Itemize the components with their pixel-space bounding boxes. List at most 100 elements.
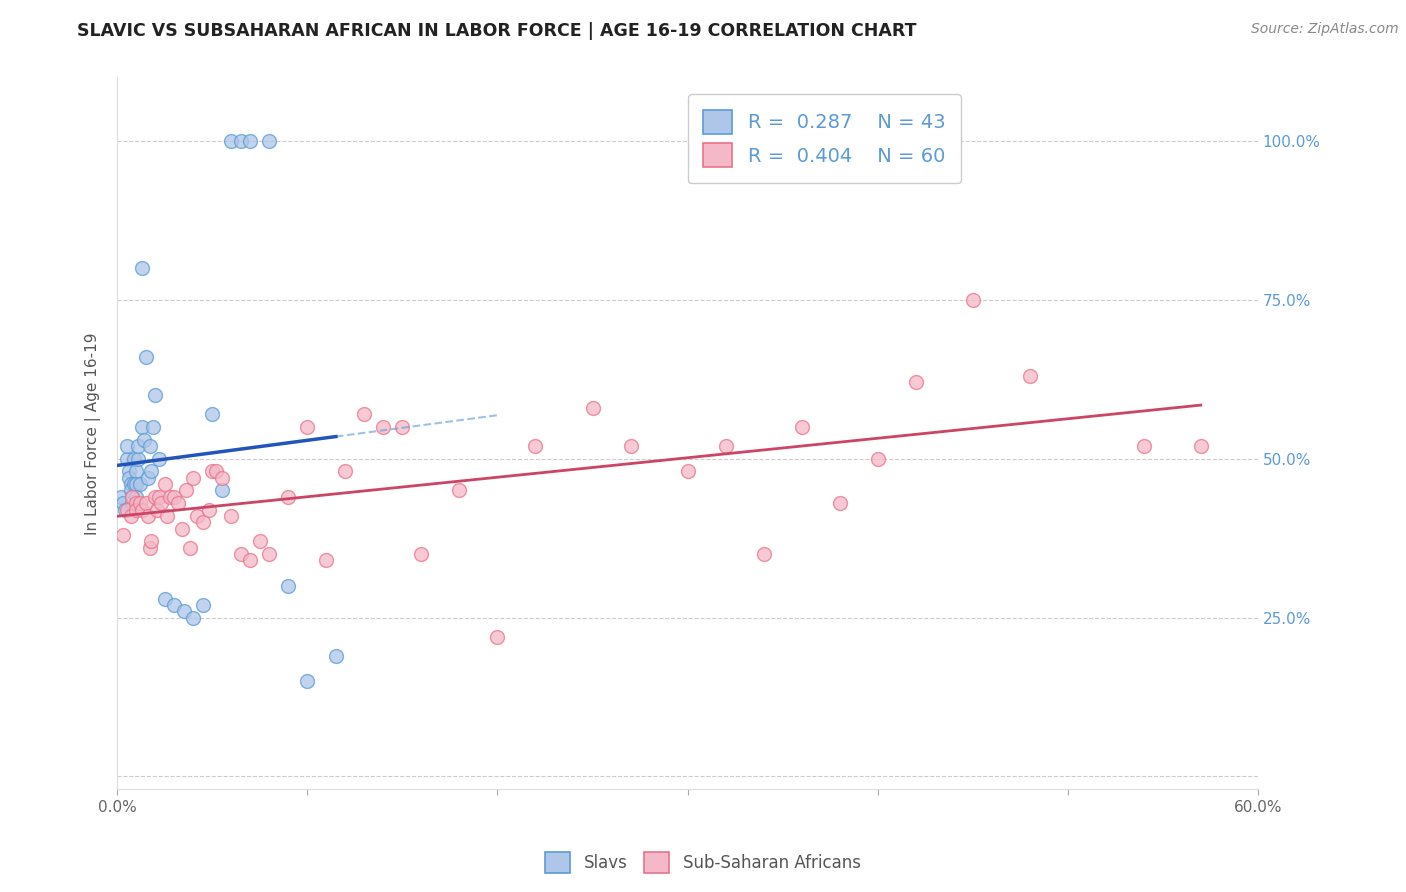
Point — [201, 464, 224, 478]
Point — [121, 490, 143, 504]
Point — [277, 490, 299, 504]
Point — [167, 496, 190, 510]
Point — [132, 433, 155, 447]
Point — [201, 407, 224, 421]
Point — [125, 477, 148, 491]
Point — [141, 464, 163, 478]
Point — [962, 293, 984, 307]
Point — [131, 502, 153, 516]
Point — [297, 674, 319, 689]
Point — [141, 534, 163, 549]
Point — [486, 630, 509, 644]
Point — [120, 477, 142, 491]
Point — [143, 490, 166, 504]
Point — [115, 451, 138, 466]
Point — [125, 496, 148, 510]
Point — [181, 471, 204, 485]
Point — [790, 420, 813, 434]
Point — [239, 134, 262, 148]
Point — [110, 490, 132, 504]
Point — [120, 508, 142, 523]
Point — [449, 483, 471, 498]
Point — [335, 464, 357, 478]
Point — [124, 477, 146, 491]
Point — [125, 490, 148, 504]
Point — [156, 508, 179, 523]
Point — [714, 439, 737, 453]
Point — [191, 515, 214, 529]
Point — [211, 483, 233, 498]
Point — [131, 261, 153, 276]
Point — [143, 388, 166, 402]
Point — [1189, 439, 1212, 453]
Point — [211, 471, 233, 485]
Point — [325, 648, 347, 663]
Point — [259, 547, 281, 561]
Point — [121, 496, 143, 510]
Point — [353, 407, 375, 421]
Point — [221, 134, 243, 148]
Text: Source: ZipAtlas.com: Source: ZipAtlas.com — [1251, 22, 1399, 37]
Point — [118, 464, 141, 478]
Point — [297, 420, 319, 434]
Point — [125, 464, 148, 478]
Point — [828, 496, 851, 510]
Point — [115, 439, 138, 453]
Point — [391, 420, 413, 434]
Point — [124, 451, 146, 466]
Y-axis label: In Labor Force | Age 16-19: In Labor Force | Age 16-19 — [86, 332, 101, 534]
Point — [904, 376, 927, 390]
Point — [138, 439, 160, 453]
Point — [221, 508, 243, 523]
Point — [1018, 369, 1040, 384]
Point — [619, 439, 641, 453]
Point — [120, 483, 142, 498]
Point — [315, 553, 337, 567]
Point — [129, 496, 152, 510]
Point — [181, 610, 204, 624]
Point — [179, 541, 201, 555]
Point — [115, 502, 138, 516]
Point — [173, 604, 195, 618]
Point — [135, 350, 157, 364]
Point — [277, 579, 299, 593]
Point — [142, 420, 165, 434]
Point — [159, 490, 181, 504]
Point — [229, 134, 252, 148]
Point — [129, 477, 152, 491]
Point — [259, 134, 281, 148]
Legend: Slavs, Sub-Saharan Africans: Slavs, Sub-Saharan Africans — [538, 846, 868, 880]
Point — [138, 541, 160, 555]
Point — [866, 451, 889, 466]
Point — [163, 490, 186, 504]
Point — [186, 508, 208, 523]
Point — [127, 451, 149, 466]
Point — [411, 547, 433, 561]
Point — [121, 490, 143, 504]
Point — [249, 534, 271, 549]
Legend: R =  0.287    N = 43, R =  0.404    N = 60: R = 0.287 N = 43, R = 0.404 N = 60 — [688, 95, 962, 183]
Point — [148, 490, 170, 504]
Point — [131, 420, 153, 434]
Point — [170, 522, 193, 536]
Point — [581, 401, 603, 415]
Point — [153, 477, 176, 491]
Text: SLAVIC VS SUBSAHARAN AFRICAN IN LABOR FORCE | AGE 16-19 CORRELATION CHART: SLAVIC VS SUBSAHARAN AFRICAN IN LABOR FO… — [77, 22, 917, 40]
Point — [136, 471, 159, 485]
Point — [197, 502, 219, 516]
Point — [135, 496, 157, 510]
Point — [118, 471, 141, 485]
Point — [127, 439, 149, 453]
Point — [111, 496, 134, 510]
Point — [150, 496, 173, 510]
Point — [752, 547, 775, 561]
Point — [146, 502, 169, 516]
Point — [163, 598, 186, 612]
Point — [174, 483, 197, 498]
Point — [205, 464, 228, 478]
Point — [239, 553, 262, 567]
Point — [676, 464, 699, 478]
Point — [153, 591, 176, 606]
Point — [111, 528, 134, 542]
Point — [114, 502, 136, 516]
